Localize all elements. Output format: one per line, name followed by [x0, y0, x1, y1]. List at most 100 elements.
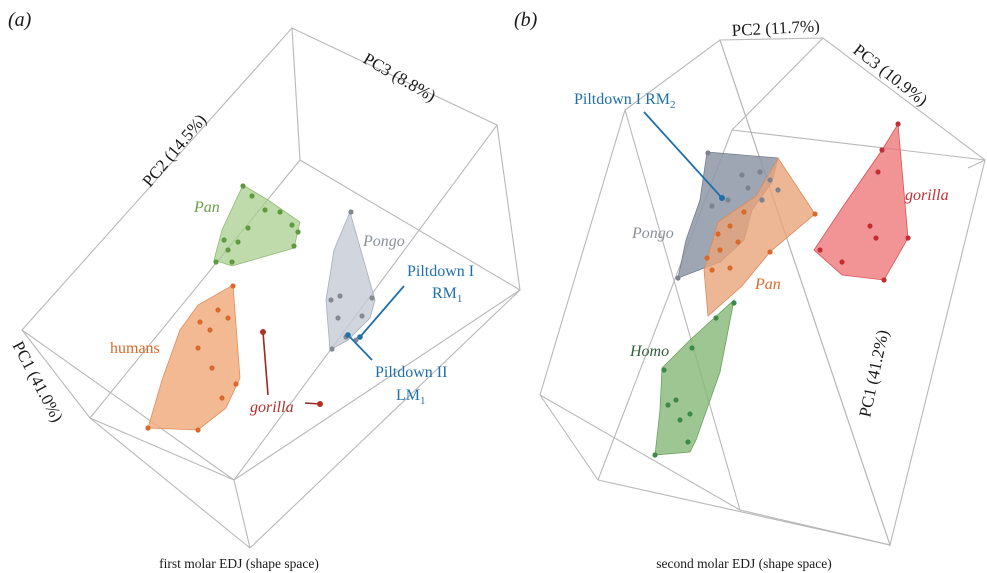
pan-point-b: [767, 249, 773, 255]
homo-point-b: [673, 397, 679, 403]
humans-point: [207, 327, 213, 333]
pan-point: [229, 259, 235, 265]
panel-b-box-edge: [731, 37, 824, 131]
panel-a-box-edge: [89, 417, 251, 549]
gorilla-points: [260, 329, 323, 407]
piltdown-ii-tooth: LM1: [396, 387, 426, 407]
homo-point-b: [661, 367, 667, 373]
piltdown-i-rm2-label: Piltdown I RM2: [574, 91, 676, 111]
pongo-points-b: [675, 150, 781, 281]
panel-b: (b) PC2 (11.7%) PC3 (10.9%) PC1 (41.2%): [514, 9, 986, 571]
panel-b-bounding-box: [539, 37, 986, 547]
humans-point: [209, 365, 215, 371]
pan-point: [235, 239, 241, 245]
humans-point: [230, 283, 236, 289]
panel-a: (a) PC2 (14.5%) PC3 (8.8%) PC1 (41.0%): [8, 9, 522, 571]
pan-hull-b: [703, 157, 816, 317]
panel-b-box-edge: [731, 129, 986, 161]
pongo-point: [369, 295, 375, 301]
humans-label: humans: [110, 340, 160, 357]
pan-point: [295, 229, 301, 235]
homo-point-b: [713, 315, 719, 321]
panel-b-pc1-label: PC1 (41.2%): [855, 328, 892, 419]
pan-point-b: [717, 247, 723, 253]
gorilla-point-b: [879, 147, 885, 153]
panel-b-box-edge: [539, 394, 599, 481]
homo-hull-b: [654, 298, 735, 456]
pongo-point: [328, 297, 334, 303]
piltdown-ii-label: Piltdown II: [375, 364, 447, 381]
panel-b-caption: second molar EDJ (shape space): [656, 556, 831, 571]
panel-a-caption: first molar EDJ (shape space): [159, 556, 319, 571]
pan-point-b: [735, 239, 741, 245]
pan-point-b: [709, 267, 715, 273]
piltdown-i-label: Piltdown I: [407, 263, 474, 280]
panel-a-pc2-label: PC2 (14.5%): [139, 110, 211, 190]
piltdown-ii-leader: [347, 334, 373, 361]
pongo-point-b: [775, 187, 781, 193]
pan-point: [225, 247, 231, 253]
homo-label-b: Homo: [629, 343, 669, 360]
pan-point: [221, 237, 227, 243]
panel-b-box-edge: [967, 159, 986, 169]
humans-points: [145, 283, 239, 433]
pongo-point: [329, 346, 335, 352]
humans-point: [195, 345, 201, 351]
homo-point-b: [687, 411, 693, 417]
gorilla-hull-b: [813, 122, 909, 281]
pongo-point: [337, 293, 343, 299]
homo-point-b: [665, 402, 671, 408]
homo-point-b: [731, 300, 737, 306]
pongo-point-b: [739, 172, 745, 178]
pan-point: [249, 193, 255, 199]
pan-point-b: [715, 231, 721, 237]
pan-point-b: [727, 265, 733, 271]
pongo-point-b: [705, 150, 711, 156]
panel-a-box-edge: [233, 479, 251, 549]
panel-a-letter: (a): [8, 9, 32, 31]
pan-hull: [213, 184, 301, 267]
panel-b-letter: (b): [514, 9, 538, 31]
pongo-point-b: [757, 169, 763, 175]
humans-point: [215, 307, 221, 313]
pan-label-b: Pan: [754, 276, 781, 293]
pan-point: [213, 259, 219, 265]
humans-point: [145, 425, 151, 431]
gorilla-point-b: [873, 235, 879, 241]
humans-hull: [147, 284, 241, 431]
panel-b-box-edge: [539, 394, 741, 511]
gorilla-points-b: [817, 121, 911, 283]
pan-points: [213, 183, 301, 265]
panel-b-pc3-label: PC3 (10.9%): [850, 40, 932, 110]
pongo-point-b: [725, 197, 731, 203]
panel-a-box-edge: [249, 289, 521, 549]
humans-point: [233, 381, 239, 387]
panel-a-box-edge: [496, 124, 521, 291]
gorilla-point: [260, 329, 266, 335]
homo-point-b: [677, 417, 683, 423]
pongo-point-b: [675, 275, 681, 281]
pan-label: Pan: [193, 199, 220, 216]
gorilla-point-b: [867, 223, 873, 229]
piltdown-i-rm2-leader: [643, 111, 723, 199]
humans-point: [197, 319, 203, 325]
gorilla-point-b: [881, 277, 887, 283]
gorilla-label: gorilla: [250, 399, 294, 416]
homo-point-b: [689, 345, 695, 351]
pongo-point: [359, 313, 365, 319]
gorilla-whisker: [262, 331, 269, 396]
pongo-point-b: [709, 203, 715, 209]
pan-points-b: [704, 209, 818, 273]
gorilla-point-b: [895, 121, 901, 127]
pongo-point: [335, 315, 341, 321]
piltdown-i-rm2-point: [719, 195, 725, 201]
pan-point: [289, 222, 295, 228]
pan-point-b: [727, 223, 733, 229]
humans-point: [195, 427, 201, 433]
gorilla-point-b: [839, 259, 845, 265]
piltdown-i-point: [357, 334, 363, 340]
panel-a-box-edge: [291, 27, 301, 161]
panel-a-pc3-label: PC3 (8.8%): [360, 49, 439, 106]
pongo-label-b: Pongo: [631, 225, 674, 242]
